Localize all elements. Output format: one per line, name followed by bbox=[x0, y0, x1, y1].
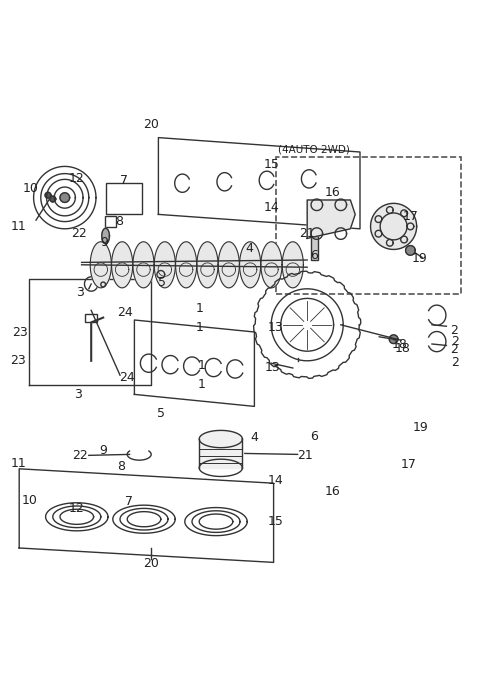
Polygon shape bbox=[176, 241, 197, 288]
Bar bbox=[105, 216, 116, 227]
Polygon shape bbox=[197, 241, 218, 288]
Text: 4: 4 bbox=[251, 431, 258, 444]
Text: 2: 2 bbox=[450, 343, 457, 356]
Text: 16: 16 bbox=[325, 186, 340, 200]
Text: 15: 15 bbox=[263, 158, 279, 171]
Polygon shape bbox=[218, 241, 240, 288]
Polygon shape bbox=[102, 228, 109, 244]
Text: 2: 2 bbox=[451, 356, 459, 369]
Text: 1: 1 bbox=[198, 359, 205, 372]
Polygon shape bbox=[157, 270, 165, 278]
Text: 23: 23 bbox=[12, 325, 28, 338]
Polygon shape bbox=[307, 200, 355, 239]
Polygon shape bbox=[133, 241, 154, 288]
Polygon shape bbox=[154, 241, 175, 288]
Polygon shape bbox=[389, 335, 398, 343]
Text: 2: 2 bbox=[451, 335, 459, 348]
Text: 20: 20 bbox=[143, 557, 159, 570]
Text: 18: 18 bbox=[391, 338, 408, 352]
Text: 10: 10 bbox=[22, 182, 38, 195]
Text: 24: 24 bbox=[120, 371, 135, 384]
Text: 7: 7 bbox=[125, 495, 132, 508]
Text: 19: 19 bbox=[412, 252, 428, 265]
Text: 1: 1 bbox=[195, 301, 203, 314]
Polygon shape bbox=[199, 431, 242, 448]
Text: 5: 5 bbox=[158, 276, 166, 289]
Polygon shape bbox=[371, 204, 417, 250]
Polygon shape bbox=[199, 439, 242, 468]
Text: 14: 14 bbox=[268, 474, 284, 487]
Polygon shape bbox=[90, 241, 111, 288]
Text: 17: 17 bbox=[401, 458, 417, 471]
Text: 6: 6 bbox=[311, 430, 318, 442]
Text: 6: 6 bbox=[311, 248, 318, 261]
Polygon shape bbox=[406, 246, 415, 255]
Text: 3: 3 bbox=[76, 286, 84, 299]
Bar bbox=[311, 236, 318, 260]
Bar bbox=[85, 314, 97, 323]
Polygon shape bbox=[261, 241, 282, 288]
Bar bbox=[276, 157, 461, 294]
Text: 24: 24 bbox=[117, 306, 132, 319]
Text: 22: 22 bbox=[72, 449, 88, 462]
Text: 15: 15 bbox=[268, 515, 284, 528]
Text: 12: 12 bbox=[69, 172, 84, 185]
Text: 23: 23 bbox=[11, 354, 26, 367]
Polygon shape bbox=[111, 241, 132, 288]
Polygon shape bbox=[60, 193, 70, 202]
Text: 14: 14 bbox=[264, 201, 279, 214]
Text: 5: 5 bbox=[157, 407, 165, 420]
Text: 1: 1 bbox=[195, 321, 203, 334]
Polygon shape bbox=[101, 282, 106, 287]
Text: 4: 4 bbox=[246, 242, 253, 255]
Polygon shape bbox=[50, 196, 56, 202]
Text: 16: 16 bbox=[325, 485, 340, 498]
Text: 19: 19 bbox=[413, 421, 429, 434]
Text: 13: 13 bbox=[265, 361, 280, 374]
Text: 10: 10 bbox=[22, 493, 38, 506]
Text: 8: 8 bbox=[117, 460, 125, 473]
Text: 17: 17 bbox=[402, 211, 419, 224]
Text: 18: 18 bbox=[394, 343, 410, 355]
Polygon shape bbox=[282, 241, 303, 288]
Text: 13: 13 bbox=[268, 321, 284, 334]
Text: (4AUTO 2WD): (4AUTO 2WD) bbox=[278, 144, 350, 155]
Text: 21: 21 bbox=[297, 449, 312, 462]
Text: 12: 12 bbox=[69, 502, 84, 515]
Bar bbox=[106, 183, 142, 215]
Text: 7: 7 bbox=[120, 174, 128, 187]
Text: 11: 11 bbox=[11, 220, 26, 233]
Text: 21: 21 bbox=[300, 227, 315, 240]
Text: 9: 9 bbox=[99, 444, 107, 457]
Text: 8: 8 bbox=[115, 215, 123, 228]
Polygon shape bbox=[45, 193, 51, 198]
Text: 20: 20 bbox=[143, 118, 159, 131]
Text: 3: 3 bbox=[74, 388, 82, 401]
Text: 1: 1 bbox=[198, 378, 205, 391]
Text: 22: 22 bbox=[72, 227, 87, 240]
Polygon shape bbox=[240, 241, 261, 288]
Text: 11: 11 bbox=[11, 457, 26, 469]
Text: 2: 2 bbox=[450, 324, 457, 337]
Text: 9: 9 bbox=[101, 236, 108, 249]
